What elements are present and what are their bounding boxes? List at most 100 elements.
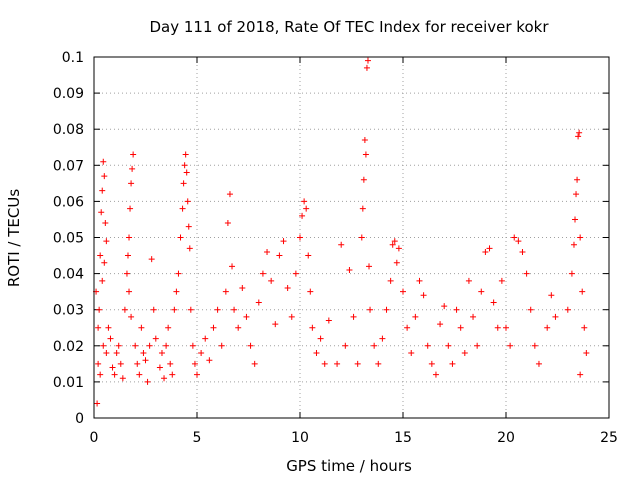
data-point	[535, 360, 542, 367]
data-point	[229, 263, 236, 270]
data-point	[96, 306, 103, 313]
data-point	[111, 371, 118, 378]
plot-frame	[93, 56, 610, 419]
data-point	[134, 360, 141, 367]
x-tick-label: 25	[600, 430, 618, 446]
data-point	[276, 252, 283, 259]
data-point	[581, 324, 588, 331]
y-tick-label: 0	[75, 411, 84, 427]
data-point	[461, 350, 468, 357]
y-tick-label: 0.03	[53, 303, 84, 319]
data-point	[572, 216, 579, 223]
data-point	[280, 238, 287, 245]
data-point	[288, 313, 295, 320]
data-point	[342, 342, 349, 349]
data-point	[272, 321, 279, 328]
data-point	[222, 288, 229, 295]
data-point	[389, 241, 396, 248]
data-point	[95, 360, 102, 367]
data-point	[102, 220, 109, 227]
data-point	[519, 248, 526, 255]
data-point	[548, 292, 555, 299]
data-point	[161, 375, 168, 382]
data-point	[180, 180, 187, 187]
data-point	[284, 285, 291, 292]
data-point	[583, 350, 590, 357]
data-point	[175, 270, 182, 277]
data-point	[214, 306, 221, 313]
data-point	[268, 277, 275, 284]
data-point	[224, 220, 231, 227]
data-point	[187, 306, 194, 313]
data-point	[128, 313, 135, 320]
data-point	[124, 252, 131, 259]
data-point	[317, 335, 324, 342]
x-tick-label: 5	[193, 430, 202, 446]
data-point	[523, 270, 530, 277]
data-point	[305, 252, 312, 259]
data-point	[453, 306, 460, 313]
data-point	[577, 371, 584, 378]
data-point	[334, 360, 341, 367]
data-point	[142, 357, 149, 364]
data-point	[478, 288, 485, 295]
data-point	[363, 64, 370, 71]
data-point	[218, 342, 225, 349]
data-point	[194, 371, 200, 378]
data-point	[375, 360, 382, 367]
data-point	[321, 360, 328, 367]
data-point	[173, 288, 180, 295]
data-point	[445, 342, 452, 349]
data-point	[186, 245, 193, 252]
data-point	[503, 324, 509, 331]
data-point	[449, 360, 456, 367]
data-point	[313, 350, 320, 357]
data-point	[362, 151, 369, 158]
data-point	[259, 270, 266, 277]
y-tick-label: 0.09	[53, 86, 84, 102]
data-point	[360, 176, 367, 183]
data-point	[128, 180, 135, 187]
data-point	[490, 299, 497, 306]
data-point	[183, 169, 190, 176]
data-point	[568, 270, 575, 277]
data-point	[123, 270, 130, 277]
data-point	[507, 342, 514, 349]
y-axis-title: ROTI / TECUs	[5, 189, 23, 287]
gridlines	[94, 57, 609, 418]
data-point	[292, 270, 299, 277]
data-point	[119, 375, 126, 382]
data-point	[531, 342, 538, 349]
x-tick-label: 0	[90, 430, 99, 446]
y-tick-label: 0.06	[53, 194, 84, 210]
data-point	[235, 324, 242, 331]
data-point	[297, 234, 303, 241]
data-point	[428, 360, 435, 367]
data-point	[544, 324, 551, 331]
data-point	[383, 306, 390, 313]
data-point	[486, 245, 493, 252]
data-point	[574, 176, 581, 183]
data-point	[301, 198, 308, 205]
data-point	[206, 357, 213, 364]
data-point	[358, 234, 365, 241]
data-point	[395, 245, 402, 252]
data-point	[470, 313, 477, 320]
data-point	[127, 205, 134, 212]
data-point	[210, 324, 217, 331]
data-point	[391, 238, 398, 245]
data-point	[98, 209, 105, 216]
data-point	[575, 133, 582, 140]
data-point	[146, 342, 153, 349]
data-point	[163, 342, 170, 349]
data-point	[247, 342, 254, 349]
data-point	[171, 306, 178, 313]
x-tick-label: 10	[291, 430, 309, 446]
data-point	[367, 306, 374, 313]
data-point	[182, 151, 189, 158]
data-point	[121, 306, 128, 313]
data-point	[202, 335, 209, 342]
data-point	[527, 306, 534, 313]
y-tick-label: 0.08	[53, 122, 84, 138]
